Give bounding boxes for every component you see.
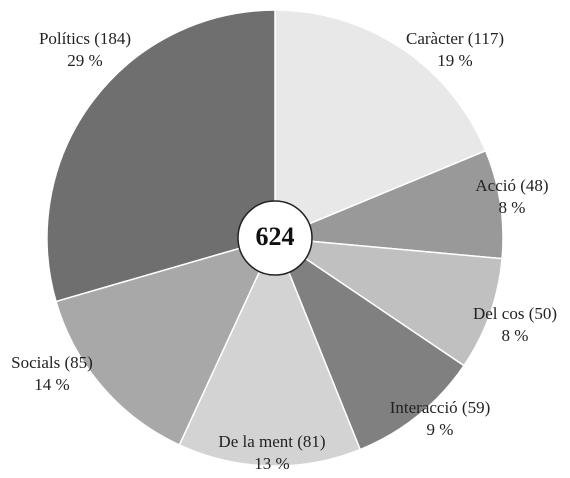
slice (273, 236, 465, 451)
slice-label: Socials (85) (11, 353, 93, 372)
slice-label: De la ment (81) (218, 432, 325, 451)
percent-label: 13 % (254, 454, 289, 473)
center-circle (237, 200, 313, 276)
total: 624 (256, 222, 295, 251)
slice (274, 9, 487, 240)
percent-label: 8 % (502, 326, 529, 345)
slice (55, 236, 277, 446)
slice (274, 237, 503, 367)
slice-label: Interacció (59) (390, 398, 491, 417)
percent-label: 29 % (67, 51, 102, 70)
slice (46, 9, 276, 303)
percent-label: 19 % (437, 51, 472, 70)
slice-label: Del cos (50) (473, 304, 557, 323)
percent-label: 9 % (427, 420, 454, 439)
slice (274, 149, 504, 260)
slice-label: Caràcter (117) (406, 29, 504, 48)
percent-label: 8 % (499, 198, 526, 217)
percent-label: 14 % (34, 375, 69, 394)
slice (178, 236, 362, 467)
slice-label: Acció (48) (475, 176, 548, 195)
slices (46, 9, 504, 467)
slice-label: Polítics (184) (39, 29, 131, 48)
